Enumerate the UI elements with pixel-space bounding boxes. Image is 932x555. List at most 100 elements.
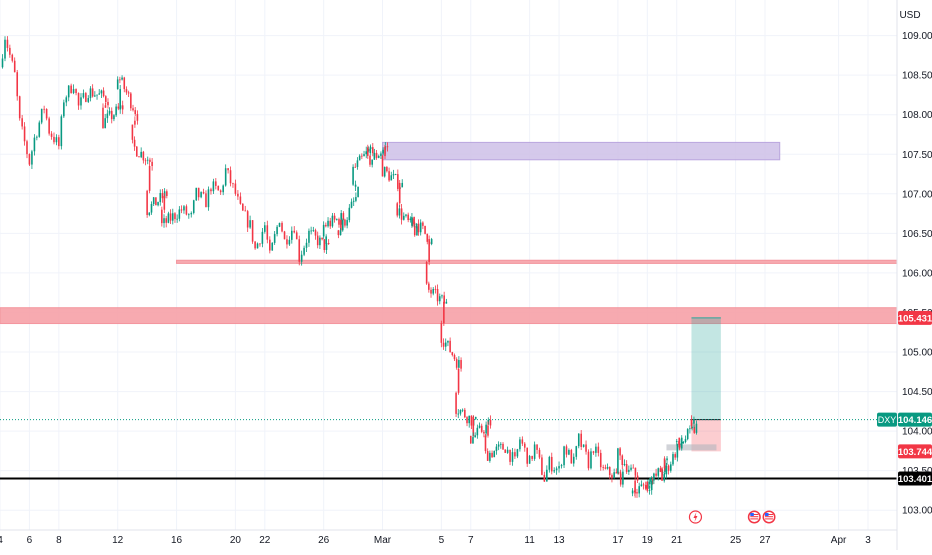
candle-body <box>352 166 354 185</box>
candle-body <box>484 435 487 452</box>
candle-body <box>341 219 344 231</box>
position-handle[interactable] <box>666 444 717 451</box>
candle-body <box>458 360 460 368</box>
candle-body <box>519 439 521 450</box>
y-tick-label: 108.500 <box>902 71 932 82</box>
candle-body <box>563 446 565 466</box>
candle-body <box>151 161 153 167</box>
profit-zone[interactable] <box>691 317 721 420</box>
y-tick-label: 109.000 <box>902 31 932 42</box>
candle-body <box>354 166 357 168</box>
candle-body <box>526 447 528 464</box>
candle-body <box>89 88 92 99</box>
candle-body <box>321 237 323 240</box>
candle-body <box>133 139 136 147</box>
candle-body <box>555 468 558 471</box>
candle-body <box>672 454 674 465</box>
candle-body <box>310 230 312 232</box>
candle-body <box>538 449 541 458</box>
candle-body <box>491 452 493 458</box>
y-tick-label: 106.500 <box>902 229 932 240</box>
candle-body <box>121 105 124 110</box>
candle-body <box>384 146 386 157</box>
candle-body <box>174 213 176 220</box>
candle-body <box>392 174 395 176</box>
candle-body <box>397 174 399 189</box>
candle-body <box>356 160 359 167</box>
candle-body <box>148 212 151 216</box>
candle-body <box>72 89 75 94</box>
candle-body <box>340 213 342 225</box>
flag-canton <box>750 513 754 516</box>
candle-body <box>386 146 389 148</box>
candle-body <box>432 288 435 294</box>
price-tag: 103.401 <box>898 471 932 486</box>
candle-body <box>136 114 139 121</box>
candle-body <box>342 213 345 220</box>
candle-body <box>536 444 538 450</box>
candle-body <box>291 230 293 240</box>
candle-body <box>623 464 626 465</box>
candle-body <box>303 247 305 255</box>
candle-body <box>331 215 334 227</box>
candle-body <box>45 109 48 119</box>
candle-body <box>428 283 430 290</box>
candle-body <box>486 451 489 461</box>
candle-body <box>461 409 464 411</box>
flag-stripe <box>765 516 774 518</box>
candle-body <box>339 230 342 236</box>
candle-body <box>132 108 134 111</box>
event-markers <box>688 510 776 524</box>
y-tick-label: 106.000 <box>902 268 932 279</box>
candle-body <box>125 89 128 93</box>
candle-body <box>407 214 409 221</box>
candle-body <box>242 203 244 211</box>
candle-body <box>426 233 429 242</box>
price-tag-bg <box>898 471 932 486</box>
candle-body <box>470 415 473 426</box>
candle-body <box>669 464 672 471</box>
time-axis[interactable]: 4 6 8 12 16 20 22 26 Mar 5 7 11 13 17 19 21 25 27 Apr 3 <box>0 535 871 546</box>
us-flag-icon[interactable] <box>747 510 761 524</box>
candle-body <box>293 230 296 233</box>
candle-body <box>140 151 142 158</box>
candle-body <box>288 239 291 245</box>
candle-body <box>565 446 568 455</box>
candle-body <box>457 368 460 393</box>
candle-body <box>200 192 202 198</box>
candle-body <box>634 480 636 494</box>
candle-body <box>108 110 111 114</box>
candle-body <box>161 193 164 199</box>
candle-body <box>338 219 340 225</box>
candle-body <box>104 96 107 102</box>
x-tick-label: 11 <box>524 535 535 546</box>
candle-body <box>646 481 649 491</box>
candle-body <box>146 190 148 216</box>
candle-body <box>675 441 678 443</box>
candle-body <box>369 147 372 154</box>
flag-stripe <box>750 518 759 520</box>
candle-body <box>506 449 509 453</box>
candle-body <box>166 191 168 196</box>
candle-body <box>373 152 376 160</box>
candle-body <box>308 230 310 243</box>
x-tick-label: 25 <box>730 535 742 546</box>
candle-body <box>319 237 321 246</box>
candle-body <box>91 88 94 97</box>
candle-body <box>117 106 120 109</box>
candle-body <box>246 211 249 228</box>
candle-body <box>469 435 472 444</box>
long-position-tool[interactable] <box>666 317 721 452</box>
candle-body <box>169 213 172 221</box>
candle-body <box>416 226 418 236</box>
candle-body <box>75 89 77 94</box>
x-tick-label: 27 <box>759 535 771 546</box>
us-flag-icon[interactable] <box>762 510 776 524</box>
candle-body <box>659 468 662 472</box>
candle-body <box>244 210 247 212</box>
candle-body <box>686 429 689 440</box>
candle-body <box>180 209 183 211</box>
candle-body <box>466 417 468 424</box>
